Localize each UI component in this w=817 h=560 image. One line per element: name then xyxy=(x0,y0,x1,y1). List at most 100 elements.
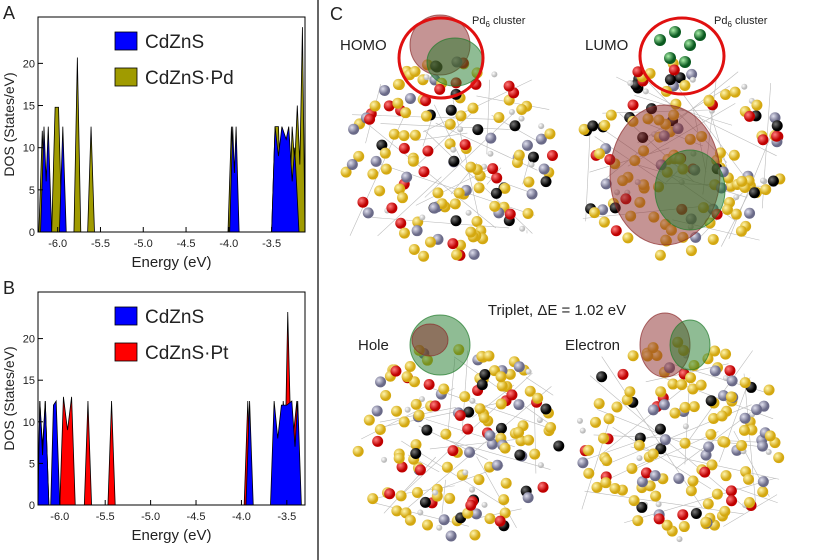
atom xyxy=(449,198,461,210)
atom xyxy=(473,182,485,194)
x-tick-label: -5.0 xyxy=(134,238,153,250)
atom xyxy=(519,225,526,232)
atom xyxy=(444,118,456,130)
y-tick-label: 20 xyxy=(23,334,35,346)
atom xyxy=(598,216,610,228)
atom xyxy=(432,187,444,199)
atom xyxy=(528,161,535,168)
atom xyxy=(514,449,526,461)
atom xyxy=(487,163,499,175)
atom xyxy=(739,377,751,389)
atom xyxy=(506,389,518,401)
atom xyxy=(383,100,395,112)
atom xyxy=(668,64,680,76)
atom xyxy=(436,524,443,531)
atom xyxy=(689,76,696,83)
atom xyxy=(353,150,365,162)
bond xyxy=(424,113,514,198)
atom xyxy=(374,423,386,435)
atom xyxy=(380,390,392,402)
atom xyxy=(594,148,606,160)
atom xyxy=(386,202,398,214)
atom xyxy=(379,84,391,96)
bond xyxy=(416,132,468,141)
atom xyxy=(544,128,556,140)
atom xyxy=(682,423,689,430)
atom xyxy=(447,445,459,457)
atom xyxy=(688,401,700,413)
atom xyxy=(579,427,586,434)
atom xyxy=(401,171,413,183)
atom xyxy=(419,496,431,508)
atom xyxy=(410,398,422,410)
atom xyxy=(739,412,751,424)
atom xyxy=(404,514,416,526)
atom xyxy=(609,482,621,494)
cluster-sub: 6 xyxy=(485,20,490,29)
atom xyxy=(711,488,723,500)
atom xyxy=(396,461,408,473)
atom xyxy=(650,490,662,502)
atom xyxy=(719,436,731,448)
atom xyxy=(617,368,629,380)
atom xyxy=(438,514,450,526)
atom xyxy=(751,99,763,111)
atom xyxy=(537,462,544,469)
y-axis-label: DOS (States/eV) xyxy=(1,346,17,450)
atom xyxy=(690,508,702,520)
atom xyxy=(484,430,496,442)
pd-atom xyxy=(654,34,666,46)
bond xyxy=(377,176,442,237)
atom xyxy=(633,439,645,451)
atom xyxy=(362,207,374,219)
atom xyxy=(508,108,515,115)
atom xyxy=(372,435,384,447)
atom xyxy=(495,371,507,383)
atom xyxy=(686,68,698,80)
atom xyxy=(642,88,649,95)
atom xyxy=(707,233,719,245)
atom xyxy=(513,361,525,373)
atom xyxy=(725,485,737,497)
atom xyxy=(499,442,511,454)
x-tick-label: -4.5 xyxy=(187,511,206,523)
atom xyxy=(392,97,404,109)
atom xyxy=(450,215,462,227)
atom xyxy=(429,400,441,412)
atom xyxy=(465,226,477,238)
atom xyxy=(523,434,535,446)
atom xyxy=(367,493,379,505)
atom xyxy=(536,417,543,424)
atom xyxy=(369,100,381,112)
atom xyxy=(485,132,497,144)
atom xyxy=(632,66,644,78)
atom xyxy=(603,413,615,425)
atom xyxy=(395,490,407,502)
atom xyxy=(624,386,636,398)
bond xyxy=(616,76,777,157)
atom xyxy=(649,470,661,482)
panel-label: C xyxy=(330,4,343,24)
atom xyxy=(363,414,375,426)
atom xyxy=(653,513,665,525)
x-tick-label: -3.5 xyxy=(277,511,296,523)
atom xyxy=(391,505,403,517)
atom xyxy=(513,149,525,161)
atom xyxy=(410,439,422,451)
orbital xyxy=(669,319,711,371)
legend-label: CdZnS·Pt xyxy=(145,343,229,364)
y-tick-label: 10 xyxy=(23,417,35,429)
bond xyxy=(589,375,750,512)
dos-area xyxy=(40,126,300,232)
atom xyxy=(636,455,643,462)
x-tick-label: -5.0 xyxy=(141,511,160,523)
cluster-sub: 6 xyxy=(727,20,732,29)
atom xyxy=(626,462,638,474)
atom xyxy=(500,477,512,489)
atom xyxy=(400,107,412,119)
atom xyxy=(420,110,432,122)
y-tick-label: 0 xyxy=(29,227,35,239)
atom xyxy=(751,404,763,416)
y-tick-label: 5 xyxy=(29,185,35,197)
x-tick-label: -5.5 xyxy=(91,238,110,250)
